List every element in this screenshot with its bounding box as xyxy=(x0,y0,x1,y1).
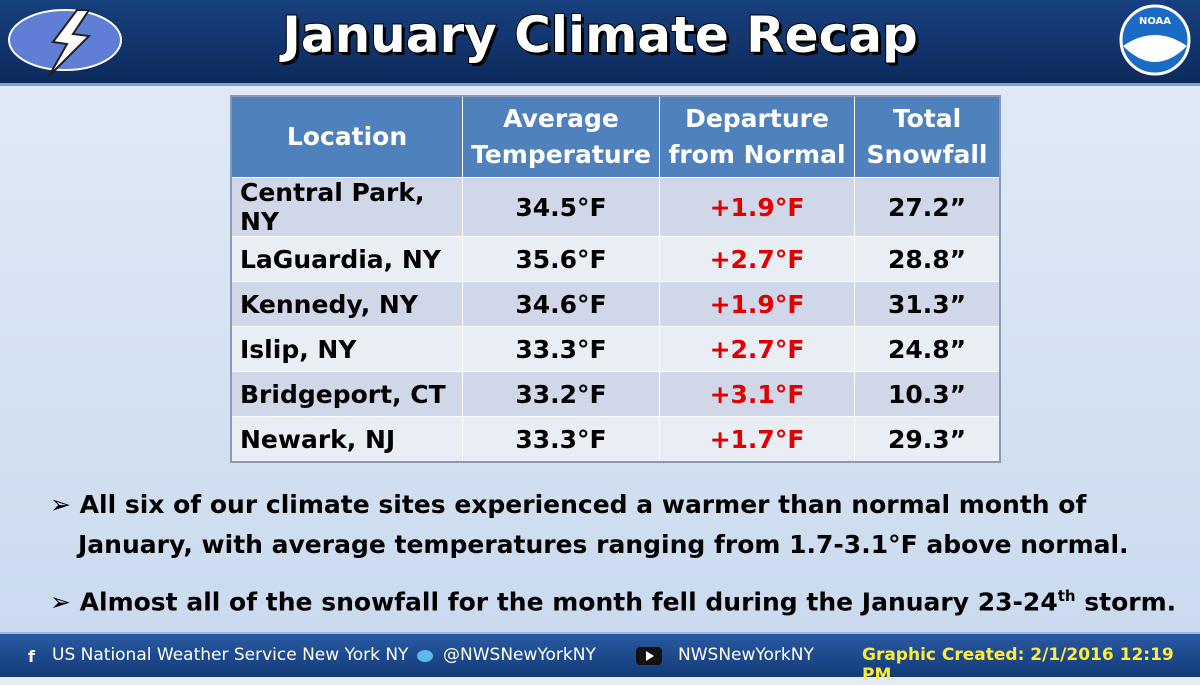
header-cell: Location xyxy=(230,95,463,178)
title: January Climate Recap xyxy=(281,5,919,65)
table-cell: 34.6°F xyxy=(462,281,660,327)
table-cell: LaGuardia, NY xyxy=(230,236,463,282)
facebook-handle: US National Weather Service New York NY xyxy=(52,645,409,665)
table-cell: 28.8” xyxy=(854,236,1001,282)
created-date: Graphic Created: 2/1/2016 12:19 PM xyxy=(862,645,1174,685)
table-row: Kennedy, NY 34.6°F +1.9°F 31.3” xyxy=(230,281,1001,327)
table-cell: 35.6°F xyxy=(462,236,660,282)
superscript: th xyxy=(1057,587,1076,605)
climate-table: Location Average Temperature Departure f… xyxy=(230,95,1001,463)
youtube-icon xyxy=(636,647,662,665)
table-row: Central Park, NY 34.5°F +1.9°F 27.2” xyxy=(230,177,1001,237)
header-cell: Departure from Normal xyxy=(659,95,855,178)
footer: f US National Weather Service New York N… xyxy=(0,632,1200,685)
twitter-icon xyxy=(417,650,433,662)
bullet-text: Almost all of the snowfall for the month… xyxy=(79,587,1058,617)
table-cell: Islip, NY xyxy=(230,326,463,372)
title-banner: January Climate Recap NOAA xyxy=(0,0,1200,86)
table-cell: +1.9°F xyxy=(659,281,855,327)
table-cell: Bridgeport, CT xyxy=(230,371,463,417)
weather-icon xyxy=(8,9,122,77)
bullet: ➢ All six of our climate sites experienc… xyxy=(50,490,1129,559)
bullet: ➢ Almost all of the snowfall for the mon… xyxy=(50,587,1177,617)
table-cell: 29.3” xyxy=(854,416,1001,463)
table-cell: 34.5°F xyxy=(462,177,660,237)
table-cell: +2.7°F xyxy=(659,326,855,372)
table-row: LaGuardia, NY 35.6°F +2.7°F 28.8” xyxy=(230,236,1001,282)
table-body: Central Park, NY 34.5°F +1.9°F 27.2” LaGuard… xyxy=(230,177,1001,463)
table-cell: 10.3” xyxy=(854,371,1001,417)
table-cell: 31.3” xyxy=(854,281,1001,327)
svg-text:f: f xyxy=(28,647,36,666)
table-cell: Kennedy, NY xyxy=(230,281,463,327)
table-row: Newark, NJ 33.3°F +1.7°F 29.3” xyxy=(230,416,1001,463)
table-cell: 33.2°F xyxy=(462,371,660,417)
table-cell: 33.3°F xyxy=(462,416,660,463)
table-cell: +1.7°F xyxy=(659,416,855,463)
table-cell: +1.9°F xyxy=(659,177,855,237)
header-cell: Total Snowfall xyxy=(854,95,1001,178)
table-cell: +2.7°F xyxy=(659,236,855,282)
table-cell: Central Park, NY xyxy=(230,177,463,237)
table-cell: 27.2” xyxy=(854,177,1001,237)
table-cell: 24.8” xyxy=(854,326,1001,372)
bullet-text: storm. xyxy=(1084,587,1177,617)
twitter-handle: @NWSNewYorkNY xyxy=(443,645,596,665)
table-cell: +3.1°F xyxy=(659,371,855,417)
noaa-logo: NOAA xyxy=(1119,4,1191,76)
table-cell: Newark, NJ xyxy=(230,416,463,463)
youtube-handle: NWSNewYorkNY xyxy=(678,645,814,665)
table-cell: 33.3°F xyxy=(462,326,660,372)
logo-label: NOAA xyxy=(1139,16,1171,27)
table-row: Islip, NY 33.3°F +2.7°F 24.8” xyxy=(230,326,1001,372)
facebook-icon: f xyxy=(28,647,36,666)
bullet-text: All six of our climate sites experienced… xyxy=(78,490,1129,559)
header-cell: Average Temperature xyxy=(462,95,660,178)
table-row: Bridgeport, CT 33.2°F +3.1°F 10.3” xyxy=(230,371,1001,417)
